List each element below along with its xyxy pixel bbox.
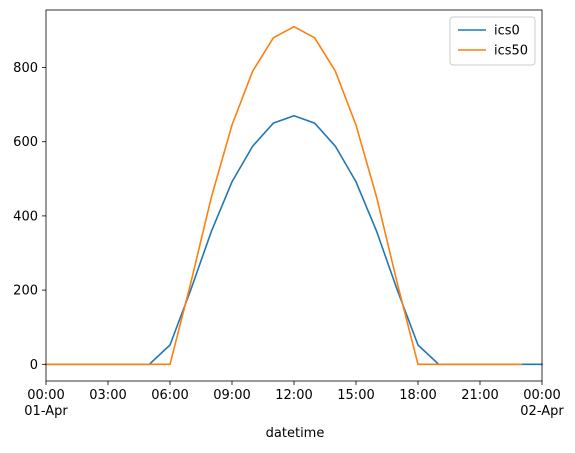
x-tick-date-label: 02-Apr [520,404,564,419]
x-tick-label: 18:00 [399,388,436,403]
x-tick-label: 21:00 [461,388,498,403]
legend-box [449,16,536,66]
series-line-ics50 [45,25,523,366]
y-tick-label: 0 [30,358,38,373]
y-tick-label: 200 [13,284,38,299]
legend-label-ics50: ics50 [494,44,528,59]
x-tick-label: 06:00 [151,388,188,403]
plot-frame [45,9,543,382]
x-tick-label: 00:00 [27,388,64,403]
y-tick-label: 800 [13,61,38,76]
y-tick-label: 400 [13,209,38,224]
y-tick-label: 600 [13,135,38,150]
x-tick-label: 03:00 [89,388,126,403]
x-tick-label: 09:00 [213,388,250,403]
x-tick-label: 00:00 [523,388,560,403]
series-line-ics0 [45,114,543,366]
x-tick-label: 12:00 [275,388,312,403]
x-tick-date-label: 01-Apr [24,404,68,419]
x-tick-label: 15:00 [337,388,374,403]
legend: ics0 ics50 [449,16,536,66]
series-layer [45,25,543,366]
legend-label-ics0: ics0 [494,24,520,39]
x-axis-label: datetime [266,426,325,441]
